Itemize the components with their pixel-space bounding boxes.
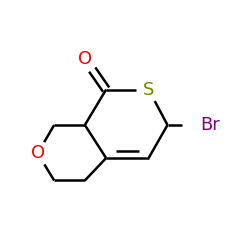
Text: Br: Br xyxy=(200,116,220,134)
Text: S: S xyxy=(143,80,154,98)
Text: O: O xyxy=(30,144,45,162)
Text: O: O xyxy=(78,50,92,68)
